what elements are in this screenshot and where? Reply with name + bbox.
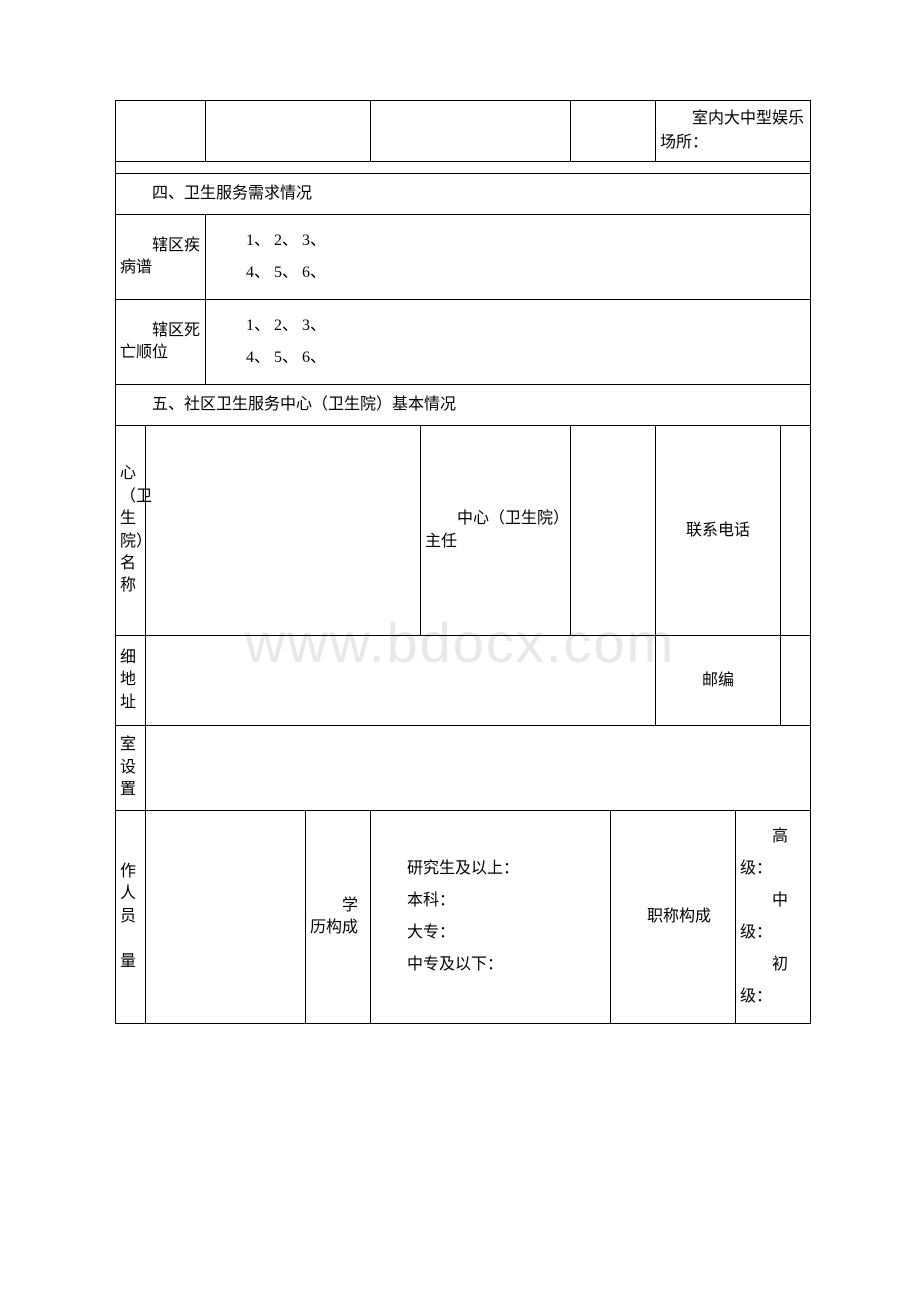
top-row: 室内大中型娱乐场所： (116, 101, 811, 162)
entertainment-venue-label: 室内大中型娱乐场所： (656, 101, 811, 162)
staff-count-value (146, 811, 306, 1024)
staff-row: 作人员 量 学历构成 研究生及以上： 本科： 大专： 中专及以下： 职称构成 高… (116, 811, 811, 1024)
center-name-label: 心（卫生院）名称 (116, 426, 146, 636)
postcode-value (781, 636, 811, 726)
room-setup-label: 室设置 (116, 726, 146, 811)
room-setup-row: 室设置 (116, 726, 811, 811)
title-breakdown: 高级： 中级： 初级： (736, 811, 811, 1024)
spacer-row (116, 162, 811, 174)
postcode-label: 邮编 (656, 636, 781, 726)
education-label: 学历构成 (306, 811, 371, 1024)
death-order-list: 1、 2、 3、 4、 5、 6、 (206, 300, 811, 385)
section4-header-row: 四、卫生服务需求情况 (116, 174, 811, 215)
center-name-value (146, 426, 421, 636)
disease-spectrum-list: 1、 2、 3、 4、 5、 6、 (206, 215, 811, 300)
address-row: 细地址 邮编 (116, 636, 811, 726)
room-setup-value (146, 726, 811, 811)
disease-spectrum-label: 辖区疾病谱 (116, 215, 206, 300)
death-order-row: 辖区死亡顺位 1、 2、 3、 4、 5、 6、 (116, 300, 811, 385)
section5-header: 五、社区卫生服务中心（卫生院）基本情况 (116, 385, 811, 426)
contact-phone-label: 联系电话 (656, 426, 781, 636)
section5-header-row: 五、社区卫生服务中心（卫生院）基本情况 (116, 385, 811, 426)
form-table: 室内大中型娱乐场所： 四、卫生服务需求情况 辖区疾病谱 1、 2、 3、 4、 … (115, 100, 811, 1024)
address-value (146, 636, 656, 726)
center-director-label: 中心（卫生院）主任 (421, 426, 571, 636)
disease-spectrum-row: 辖区疾病谱 1、 2、 3、 4、 5、 6、 (116, 215, 811, 300)
death-order-label: 辖区死亡顺位 (116, 300, 206, 385)
page-container: 室内大中型娱乐场所： 四、卫生服务需求情况 辖区疾病谱 1、 2、 3、 4、 … (0, 0, 920, 1124)
education-breakdown: 研究生及以上： 本科： 大专： 中专及以下： (371, 811, 611, 1024)
address-label: 细地址 (116, 636, 146, 726)
staff-label: 作人员 量 (116, 811, 146, 1024)
center-name-row: 心（卫生院）名称 中心（卫生院）主任 联系电话 (116, 426, 811, 636)
title-label: 职称构成 (611, 811, 736, 1024)
section4-header: 四、卫生服务需求情况 (116, 174, 811, 215)
contact-phone-value (781, 426, 811, 636)
center-director-value (571, 426, 656, 636)
